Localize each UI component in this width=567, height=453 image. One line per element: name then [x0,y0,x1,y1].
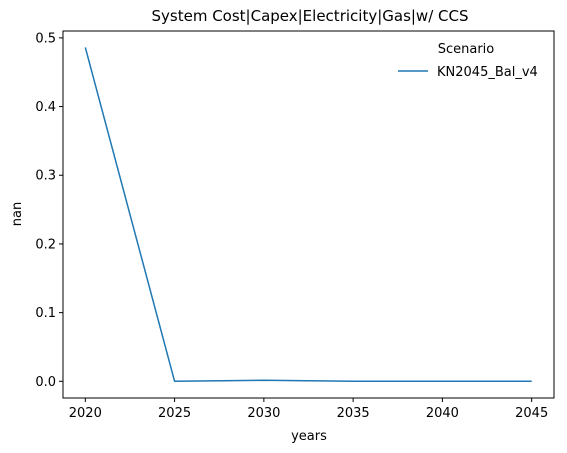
x-axis: 2020 2025 2030 2035 2040 2045 [69,398,548,421]
legend-title: Scenario [438,42,495,57]
x-tick-label: 2020 [69,406,102,421]
x-tick-label: 2030 [247,406,280,421]
y-tick-label: 0.4 [35,100,56,115]
x-tick-label: 2025 [158,406,191,421]
y-tick-label: 0.0 [35,375,56,390]
x-tick-label: 2040 [426,406,459,421]
y-tick-label: 0.2 [35,237,56,252]
series-layer [84,47,532,383]
x-tick-label: 2045 [515,406,548,421]
plot-frame [62,30,555,399]
y-axis: 0.0 0.1 0.2 0.3 0.4 0.5 [35,31,63,390]
x-axis-label: years [291,429,327,444]
legend-series-label: KN2045_Bal_v4 [437,65,538,80]
series-line-0 [84,47,532,383]
y-tick-label: 0.1 [35,306,56,321]
plot-area [62,30,555,399]
y-tick-label: 0.3 [35,169,56,184]
x-tick-label: 2035 [337,406,370,421]
y-tick-label: 0.5 [35,31,56,46]
legend: Scenario KN2045_Bal_v4 [398,42,538,80]
y-axis-label: nan [10,202,25,226]
chart-title: System Cost|Capex|Electricity|Gas|w/ CCS [152,7,469,25]
